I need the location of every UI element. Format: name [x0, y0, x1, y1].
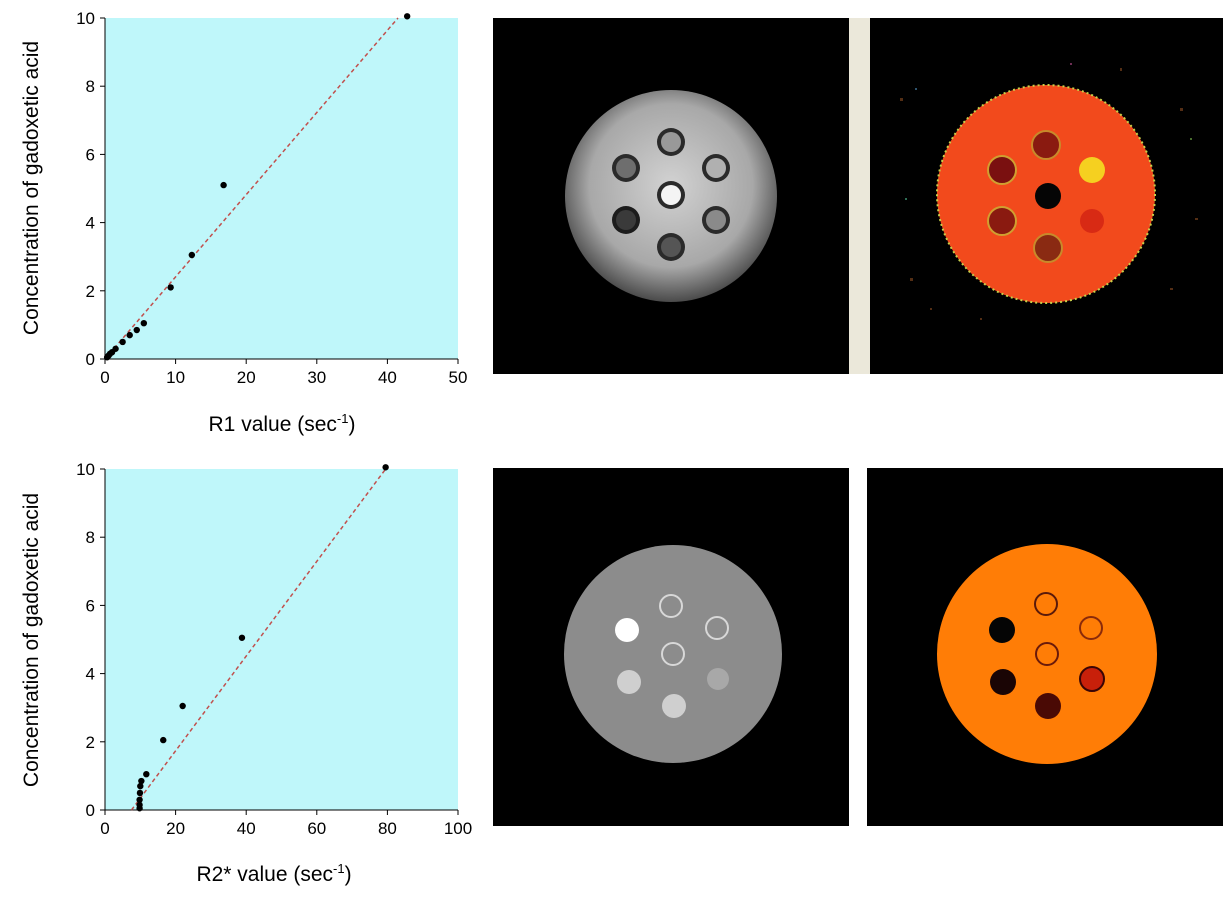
r1-y-tick-label: 2: [86, 282, 95, 301]
r2-y-tick-label: 6: [86, 596, 95, 615]
phantom-disk: [564, 545, 782, 763]
r1-data-point: [140, 319, 148, 327]
r1-data-point: [133, 326, 140, 334]
phantom-vials: [659, 594, 729, 666]
r2-data-point: [137, 782, 144, 790]
phantom-r2-grayscale-map: [493, 468, 849, 826]
phantom-vials: [989, 592, 1105, 719]
r1-x-tick-label: 0: [100, 368, 109, 387]
r2-data-point: [238, 634, 246, 641]
r2-y-tick-label: 2: [86, 733, 95, 752]
r2-x-tick-label: 80: [378, 819, 397, 838]
r2-plot-area: [105, 469, 458, 810]
r2-x-tick-label: 60: [307, 819, 326, 838]
r1-x-tick-label: 30: [307, 368, 326, 387]
r1-y-tick-label: 4: [86, 214, 95, 233]
r1-data-point: [126, 331, 133, 339]
r2-data-point: [179, 702, 186, 710]
image-separator: [849, 18, 870, 374]
r1-y-label: Concentration of gadoxetic acid: [20, 41, 43, 335]
r1-plot-area: [105, 18, 458, 359]
r2-y-tick-label: 0: [86, 801, 95, 820]
r1-y-tick-label: 8: [86, 77, 95, 96]
r2-y-tick-label: 10: [76, 460, 95, 479]
r2-y-tick-label: 8: [86, 528, 95, 547]
r1-x-tick-label: 20: [237, 368, 256, 387]
r2-y-tick-label: 4: [86, 665, 95, 684]
r2-x-tick-label: 40: [237, 819, 256, 838]
r2-data-point: [382, 464, 389, 471]
r1-data-point: [119, 338, 126, 346]
r2-data-point: [143, 770, 150, 778]
r1-x-tick-label: 10: [166, 368, 185, 387]
phantom-vials: [612, 128, 730, 261]
r1-x-tick-label: 40: [378, 368, 397, 387]
phantom-grayscale-image: [493, 18, 849, 374]
noise-speckle: [900, 63, 1198, 320]
r1-x-label: R1 value (sec-1): [209, 411, 356, 436]
r1-data-point: [220, 181, 227, 189]
r2-x-tick-label: 0: [100, 819, 109, 838]
r1-x-tick-label: 50: [449, 368, 468, 387]
phantom-r2-color-map: [867, 468, 1223, 826]
r1-data-point: [188, 251, 196, 259]
phantom-r1-color-map: [870, 18, 1223, 374]
r2-data-point: [138, 777, 145, 785]
r2-x-tick-label: 100: [444, 819, 472, 838]
r1-data-point: [403, 13, 411, 20]
r2-data-point: [136, 789, 144, 797]
r1-y-tick-label: 10: [76, 9, 95, 28]
r1-y-tick-label: 0: [86, 350, 95, 369]
r2-data-point: [136, 796, 143, 803]
r2-x-tick-label: 20: [166, 819, 185, 838]
r1-fit-line: [104, 17, 399, 360]
phantom-disk: [937, 544, 1157, 764]
r2-data-point: [160, 736, 167, 744]
r2-fit-line: [130, 468, 387, 811]
r1-y-tick-label: 6: [86, 145, 95, 164]
r1-data-point: [112, 345, 119, 352]
r2-x-label: R2* value (sec-1): [196, 861, 351, 886]
r1-chart: 0 10 20 30 40 50 0 2 4 6 8 10 Concentration of gado…: [20, 9, 468, 436]
r1-data-point: [167, 284, 174, 291]
r2-y-label: Concentration of gadoxetic acid: [20, 493, 43, 787]
r2-chart: 0 20 40 60 80 100 0 2 4 6 8 10 Concentration of gad…: [20, 460, 472, 886]
r2-data-point: [136, 801, 143, 809]
phantom-vials: [987, 130, 1105, 263]
